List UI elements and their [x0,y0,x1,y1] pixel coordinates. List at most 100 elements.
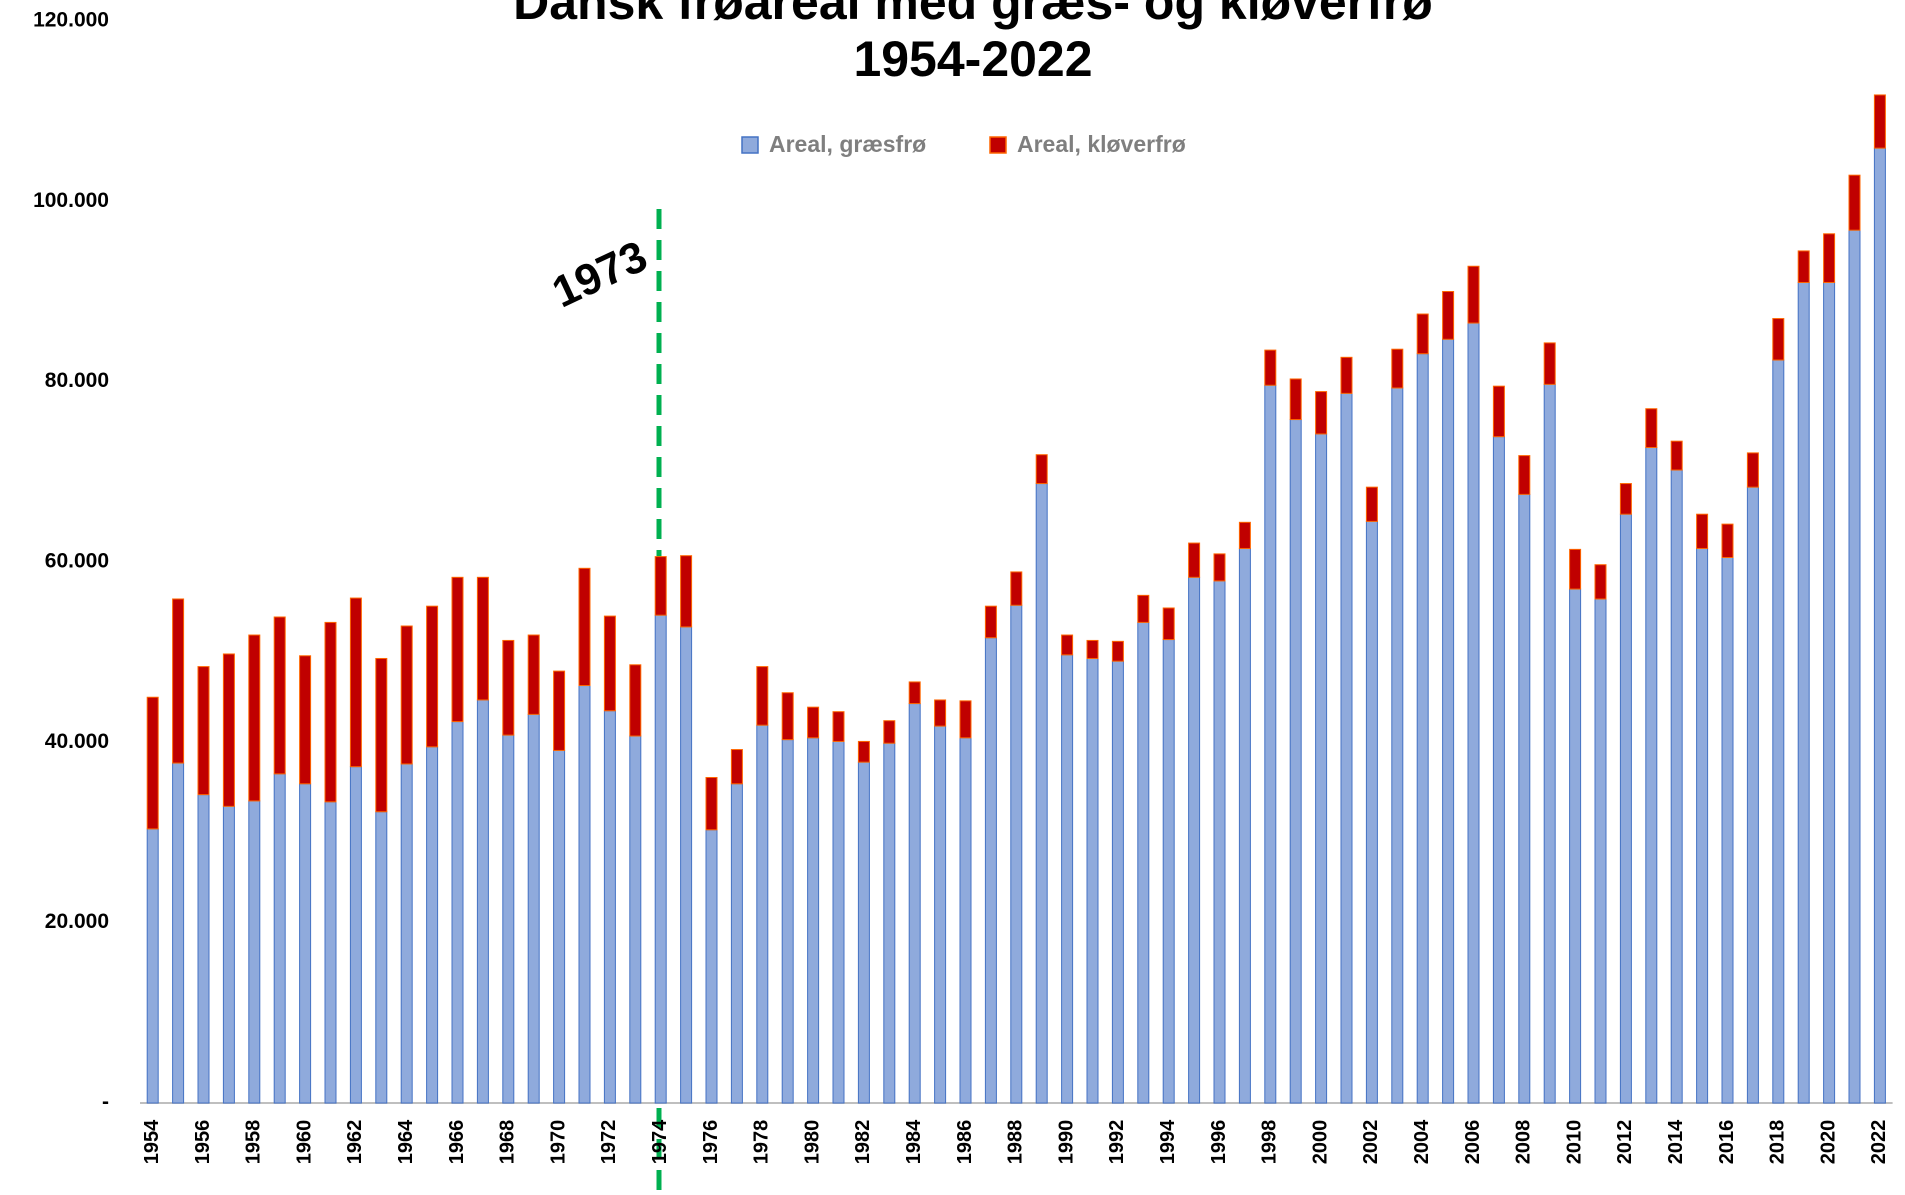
bar-segment [757,725,768,1103]
bar-segment [223,654,234,806]
bar-segment [1417,354,1428,1103]
bar-segment [1544,343,1555,384]
bar-segment [1290,420,1301,1103]
chart-title: Dansk frøareal med græs- og kløverfrø [513,0,1433,30]
bar-segment [1671,470,1682,1103]
bar-segment [1341,357,1352,393]
bar-segment [1392,349,1403,388]
x-tick-label: 2006 [1462,1120,1484,1165]
bar-segment [1697,548,1708,1103]
x-tick-label: 1962 [344,1120,366,1165]
bar-segment [554,750,565,1103]
bar-segment [1646,447,1657,1103]
bar-segment [147,829,158,1103]
bar-segment [1138,622,1149,1103]
bar-segment [960,738,971,1103]
x-tick-label: 1958 [243,1120,265,1165]
y-tick-label: 100.000 [33,189,109,212]
bar-segment [1214,581,1225,1103]
bar-segment [1595,599,1606,1103]
x-tick-label: 2010 [1563,1120,1585,1165]
x-tick-label: 1980 [801,1120,823,1165]
bar-segment [1697,514,1708,548]
bar-segment [731,750,742,784]
bar-segment [1773,319,1784,360]
bar-segment [198,667,209,795]
x-tick-label: 2018 [1767,1120,1789,1165]
bar-segment [1062,635,1073,655]
x-tick-label: 2000 [1309,1120,1331,1165]
bar-segment [173,599,184,763]
bar-segment [1620,514,1631,1103]
bar-segment [1824,282,1835,1103]
bar-segment [1341,393,1352,1103]
bar-segment [1011,605,1022,1103]
bar-segment [604,616,615,711]
annotation: 1973 [545,232,654,318]
bar-segment [808,707,819,738]
bar-segment [1747,487,1758,1103]
bar-segment [477,700,488,1103]
x-tick-label: 1978 [751,1120,773,1165]
x-tick-label: 1984 [903,1119,925,1164]
bar-segment [731,784,742,1103]
bar-segment [503,735,514,1103]
bar-segment [985,606,996,638]
bar-segment [350,767,361,1103]
bar-segment [554,671,565,750]
bar-segment [1544,384,1555,1103]
bar-segment [452,722,463,1103]
bar-segment [655,615,666,1103]
bar-segment [1112,641,1123,661]
bar-segment [630,736,641,1103]
x-tick-label: 1990 [1055,1120,1077,1165]
bar-segment [1062,655,1073,1103]
bar-segment [985,638,996,1103]
x-tick-label: 1994 [1157,1119,1179,1164]
bar-segment [1849,175,1860,230]
bar-segment [1163,640,1174,1103]
bar-segment [681,627,692,1103]
bar-segment [935,700,946,726]
x-tick-label: 1992 [1106,1120,1128,1165]
bar-segment [1493,386,1504,436]
bar-segment [935,726,946,1103]
bar-segment [909,682,920,704]
bar-segment [1595,565,1606,599]
bar-segment [1493,437,1504,1103]
bar-segment [1366,521,1377,1103]
y-tick-label: 120.000 [33,9,109,32]
bar-segment [325,622,336,801]
x-tick-label: 1982 [852,1120,874,1165]
legend-label: Areal, kløverfrø [1017,131,1186,157]
bar-segment [1646,409,1657,448]
bar-segment [1773,360,1784,1103]
bar-segment [884,721,895,744]
bar-segment [909,704,920,1103]
legend-swatch [990,137,1006,153]
x-tick-label: 2014 [1665,1119,1687,1164]
page: Dansk frøareal med græs- og kløverfrø 19… [0,0,1905,1195]
x-tick-label: 1966 [446,1120,468,1165]
bar-segment [528,635,539,714]
x-tick-label: 2012 [1614,1120,1636,1165]
bar-segment [858,762,869,1103]
bar-segment [376,658,387,811]
x-tick-label: 2020 [1817,1120,1839,1165]
x-tick-label: 2002 [1360,1120,1382,1165]
bar-segment [1189,543,1200,577]
bar-segment [1392,388,1403,1103]
bar-segment [1087,658,1098,1103]
x-tick-label: 1998 [1259,1120,1281,1165]
bar-segment [1443,292,1454,340]
bar-segment [1087,640,1098,658]
bar-segment [1036,484,1047,1103]
bar-segment [427,606,438,747]
bar-segment [528,714,539,1103]
bar-segment [833,712,844,742]
bar-segment [655,557,666,616]
bar-segment [1468,323,1479,1103]
bar-segment [757,667,768,726]
bar-segment [274,774,285,1103]
x-tick-label: 1964 [395,1119,417,1164]
